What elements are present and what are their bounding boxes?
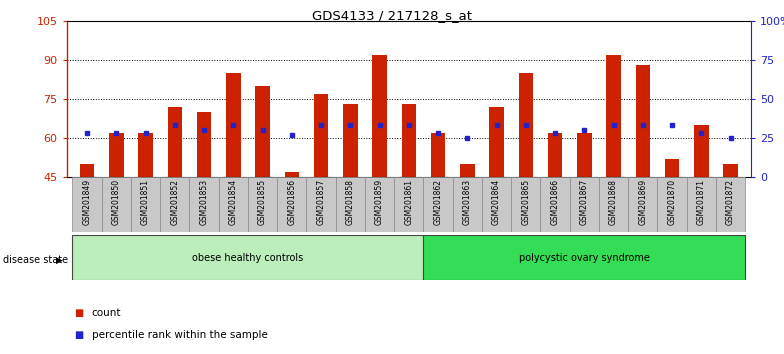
Bar: [365, 177, 394, 232]
Text: GSM201871: GSM201871: [697, 179, 706, 225]
Text: GSM201854: GSM201854: [229, 179, 238, 225]
Text: GSM201865: GSM201865: [521, 179, 530, 225]
Text: ▶: ▶: [56, 256, 64, 265]
Text: GSM201872: GSM201872: [726, 179, 735, 225]
Text: GDS4133 / 217128_s_at: GDS4133 / 217128_s_at: [312, 9, 472, 22]
Bar: [724, 164, 738, 177]
Bar: [102, 177, 131, 232]
Bar: [372, 55, 387, 177]
Text: GSM201849: GSM201849: [82, 179, 92, 225]
Text: count: count: [92, 308, 122, 318]
Text: obese healthy controls: obese healthy controls: [192, 252, 303, 263]
Text: GSM201852: GSM201852: [170, 179, 180, 225]
Text: GSM201862: GSM201862: [434, 179, 443, 225]
Text: GSM201855: GSM201855: [258, 179, 267, 225]
Bar: [314, 94, 328, 177]
Bar: [636, 65, 650, 177]
Text: GSM201866: GSM201866: [550, 179, 560, 225]
Text: GSM201856: GSM201856: [288, 179, 296, 225]
Bar: [423, 177, 452, 232]
Text: GSM201868: GSM201868: [609, 179, 618, 225]
Bar: [256, 86, 270, 177]
Bar: [131, 177, 160, 232]
Bar: [548, 133, 562, 177]
Bar: [687, 177, 716, 232]
Bar: [577, 133, 592, 177]
Bar: [460, 164, 474, 177]
Bar: [599, 177, 628, 232]
Text: GSM201859: GSM201859: [375, 179, 384, 225]
Bar: [109, 133, 124, 177]
Text: GSM201853: GSM201853: [200, 179, 209, 225]
Text: polycystic ovary syndrome: polycystic ovary syndrome: [519, 252, 650, 263]
Bar: [160, 177, 190, 232]
Bar: [80, 164, 94, 177]
Bar: [248, 177, 278, 232]
Text: GSM201851: GSM201851: [141, 179, 150, 225]
Bar: [278, 177, 307, 232]
Bar: [197, 112, 212, 177]
Bar: [401, 104, 416, 177]
Bar: [219, 177, 248, 232]
Bar: [694, 125, 709, 177]
Bar: [430, 133, 445, 177]
Bar: [716, 177, 746, 232]
Bar: [343, 104, 358, 177]
Bar: [628, 177, 658, 232]
Bar: [423, 235, 746, 280]
Bar: [511, 177, 540, 232]
Bar: [190, 177, 219, 232]
Bar: [72, 177, 102, 232]
Bar: [518, 73, 533, 177]
Bar: [168, 107, 182, 177]
Bar: [226, 73, 241, 177]
Text: GSM201867: GSM201867: [580, 179, 589, 225]
Text: disease state: disease state: [3, 255, 68, 265]
Bar: [665, 159, 680, 177]
Bar: [452, 177, 482, 232]
Bar: [482, 177, 511, 232]
Bar: [307, 177, 336, 232]
Bar: [285, 172, 299, 177]
Bar: [138, 133, 153, 177]
Text: GSM201869: GSM201869: [638, 179, 648, 225]
Text: ■: ■: [74, 308, 84, 318]
Text: GSM201857: GSM201857: [317, 179, 325, 225]
Bar: [336, 177, 365, 232]
Text: GSM201864: GSM201864: [492, 179, 501, 225]
Bar: [658, 177, 687, 232]
Bar: [489, 107, 504, 177]
Bar: [540, 177, 570, 232]
Text: GSM201861: GSM201861: [405, 179, 413, 225]
Text: percentile rank within the sample: percentile rank within the sample: [92, 330, 267, 339]
Text: GSM201870: GSM201870: [668, 179, 677, 225]
Bar: [72, 235, 423, 280]
Bar: [606, 55, 621, 177]
Bar: [570, 177, 599, 232]
Text: GSM201850: GSM201850: [112, 179, 121, 225]
Bar: [394, 177, 423, 232]
Text: GSM201858: GSM201858: [346, 179, 355, 225]
Text: ■: ■: [74, 330, 84, 339]
Text: GSM201863: GSM201863: [463, 179, 472, 225]
